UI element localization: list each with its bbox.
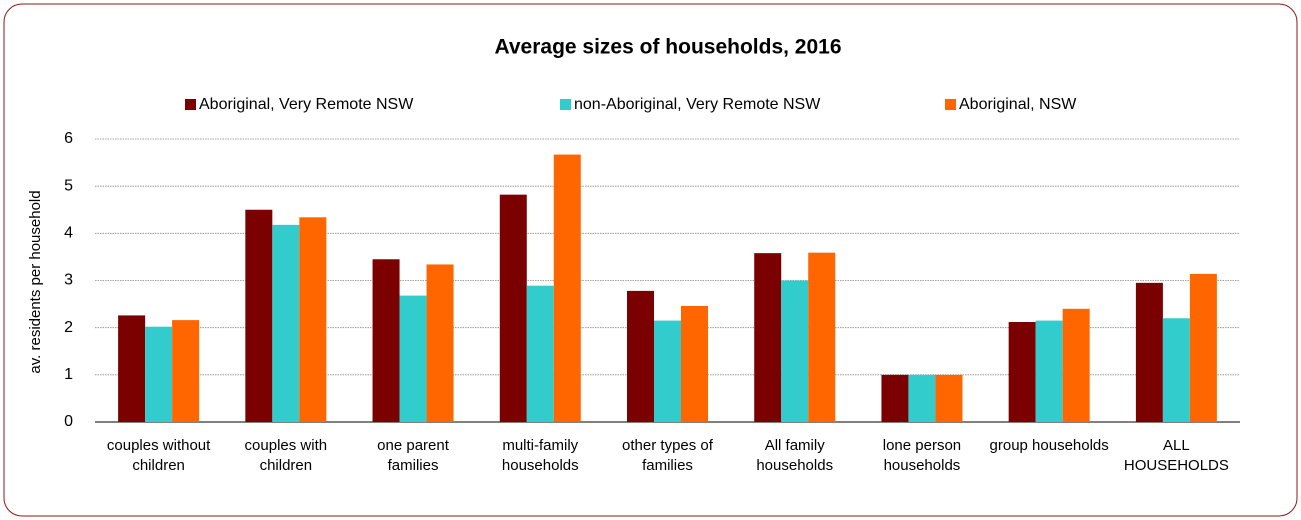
y-tick-label: 0 xyxy=(64,413,73,430)
bar xyxy=(372,259,400,422)
bar xyxy=(272,224,300,422)
bar xyxy=(1062,308,1090,422)
bar xyxy=(1162,318,1190,422)
x-tick-label: couples without children xyxy=(106,437,211,474)
bar xyxy=(808,252,836,422)
bar xyxy=(881,374,909,422)
legend-label: Aboriginal, Very Remote NSW xyxy=(199,96,414,113)
bar xyxy=(754,253,782,422)
x-tick-label: group households xyxy=(989,437,1109,454)
bar xyxy=(426,264,454,422)
bar xyxy=(1135,282,1163,422)
x-tick-label: other types of families xyxy=(622,437,713,474)
x-tick-label: ALL HOUSEHOLDS xyxy=(1123,437,1229,474)
bar xyxy=(399,295,427,422)
y-axis-label: av. residents per household xyxy=(27,190,44,373)
frame xyxy=(3,3,1298,517)
legend-swatch xyxy=(560,99,571,110)
y-tick-label: 6 xyxy=(64,130,73,147)
y-tick-label: 5 xyxy=(64,177,73,194)
bar xyxy=(245,209,273,422)
bar xyxy=(1008,322,1036,422)
legend-swatch xyxy=(185,99,196,110)
bar xyxy=(1035,320,1063,422)
legend-label: Aboriginal, NSW xyxy=(959,96,1077,113)
bar xyxy=(681,305,708,422)
x-tick-label: multi-family households xyxy=(501,437,579,474)
bar xyxy=(654,320,681,422)
bar xyxy=(526,285,554,422)
x-tick-label: one parent families xyxy=(377,437,449,474)
bar xyxy=(935,374,963,422)
y-tick-label: 1 xyxy=(64,366,73,383)
y-tick-label: 2 xyxy=(64,319,73,336)
x-tick-label: lone person households xyxy=(882,437,962,474)
bar xyxy=(781,280,809,422)
chart-title: Average sizes of households, 2016 xyxy=(494,36,841,59)
bar xyxy=(499,194,527,422)
legend-label: non-Aboriginal, Very Remote NSW xyxy=(574,96,821,113)
legend-swatch xyxy=(945,99,956,110)
bar xyxy=(908,374,936,422)
bar xyxy=(1189,273,1217,422)
bar xyxy=(299,217,327,422)
bar xyxy=(118,315,146,422)
bar xyxy=(172,320,200,422)
bar xyxy=(553,154,581,422)
bar xyxy=(627,290,654,422)
x-tick-label: All family households xyxy=(756,437,834,474)
y-tick-label: 3 xyxy=(64,272,73,289)
bar xyxy=(145,326,173,422)
x-tick-label: couples with children xyxy=(244,437,328,474)
y-tick-label: 4 xyxy=(64,225,73,242)
